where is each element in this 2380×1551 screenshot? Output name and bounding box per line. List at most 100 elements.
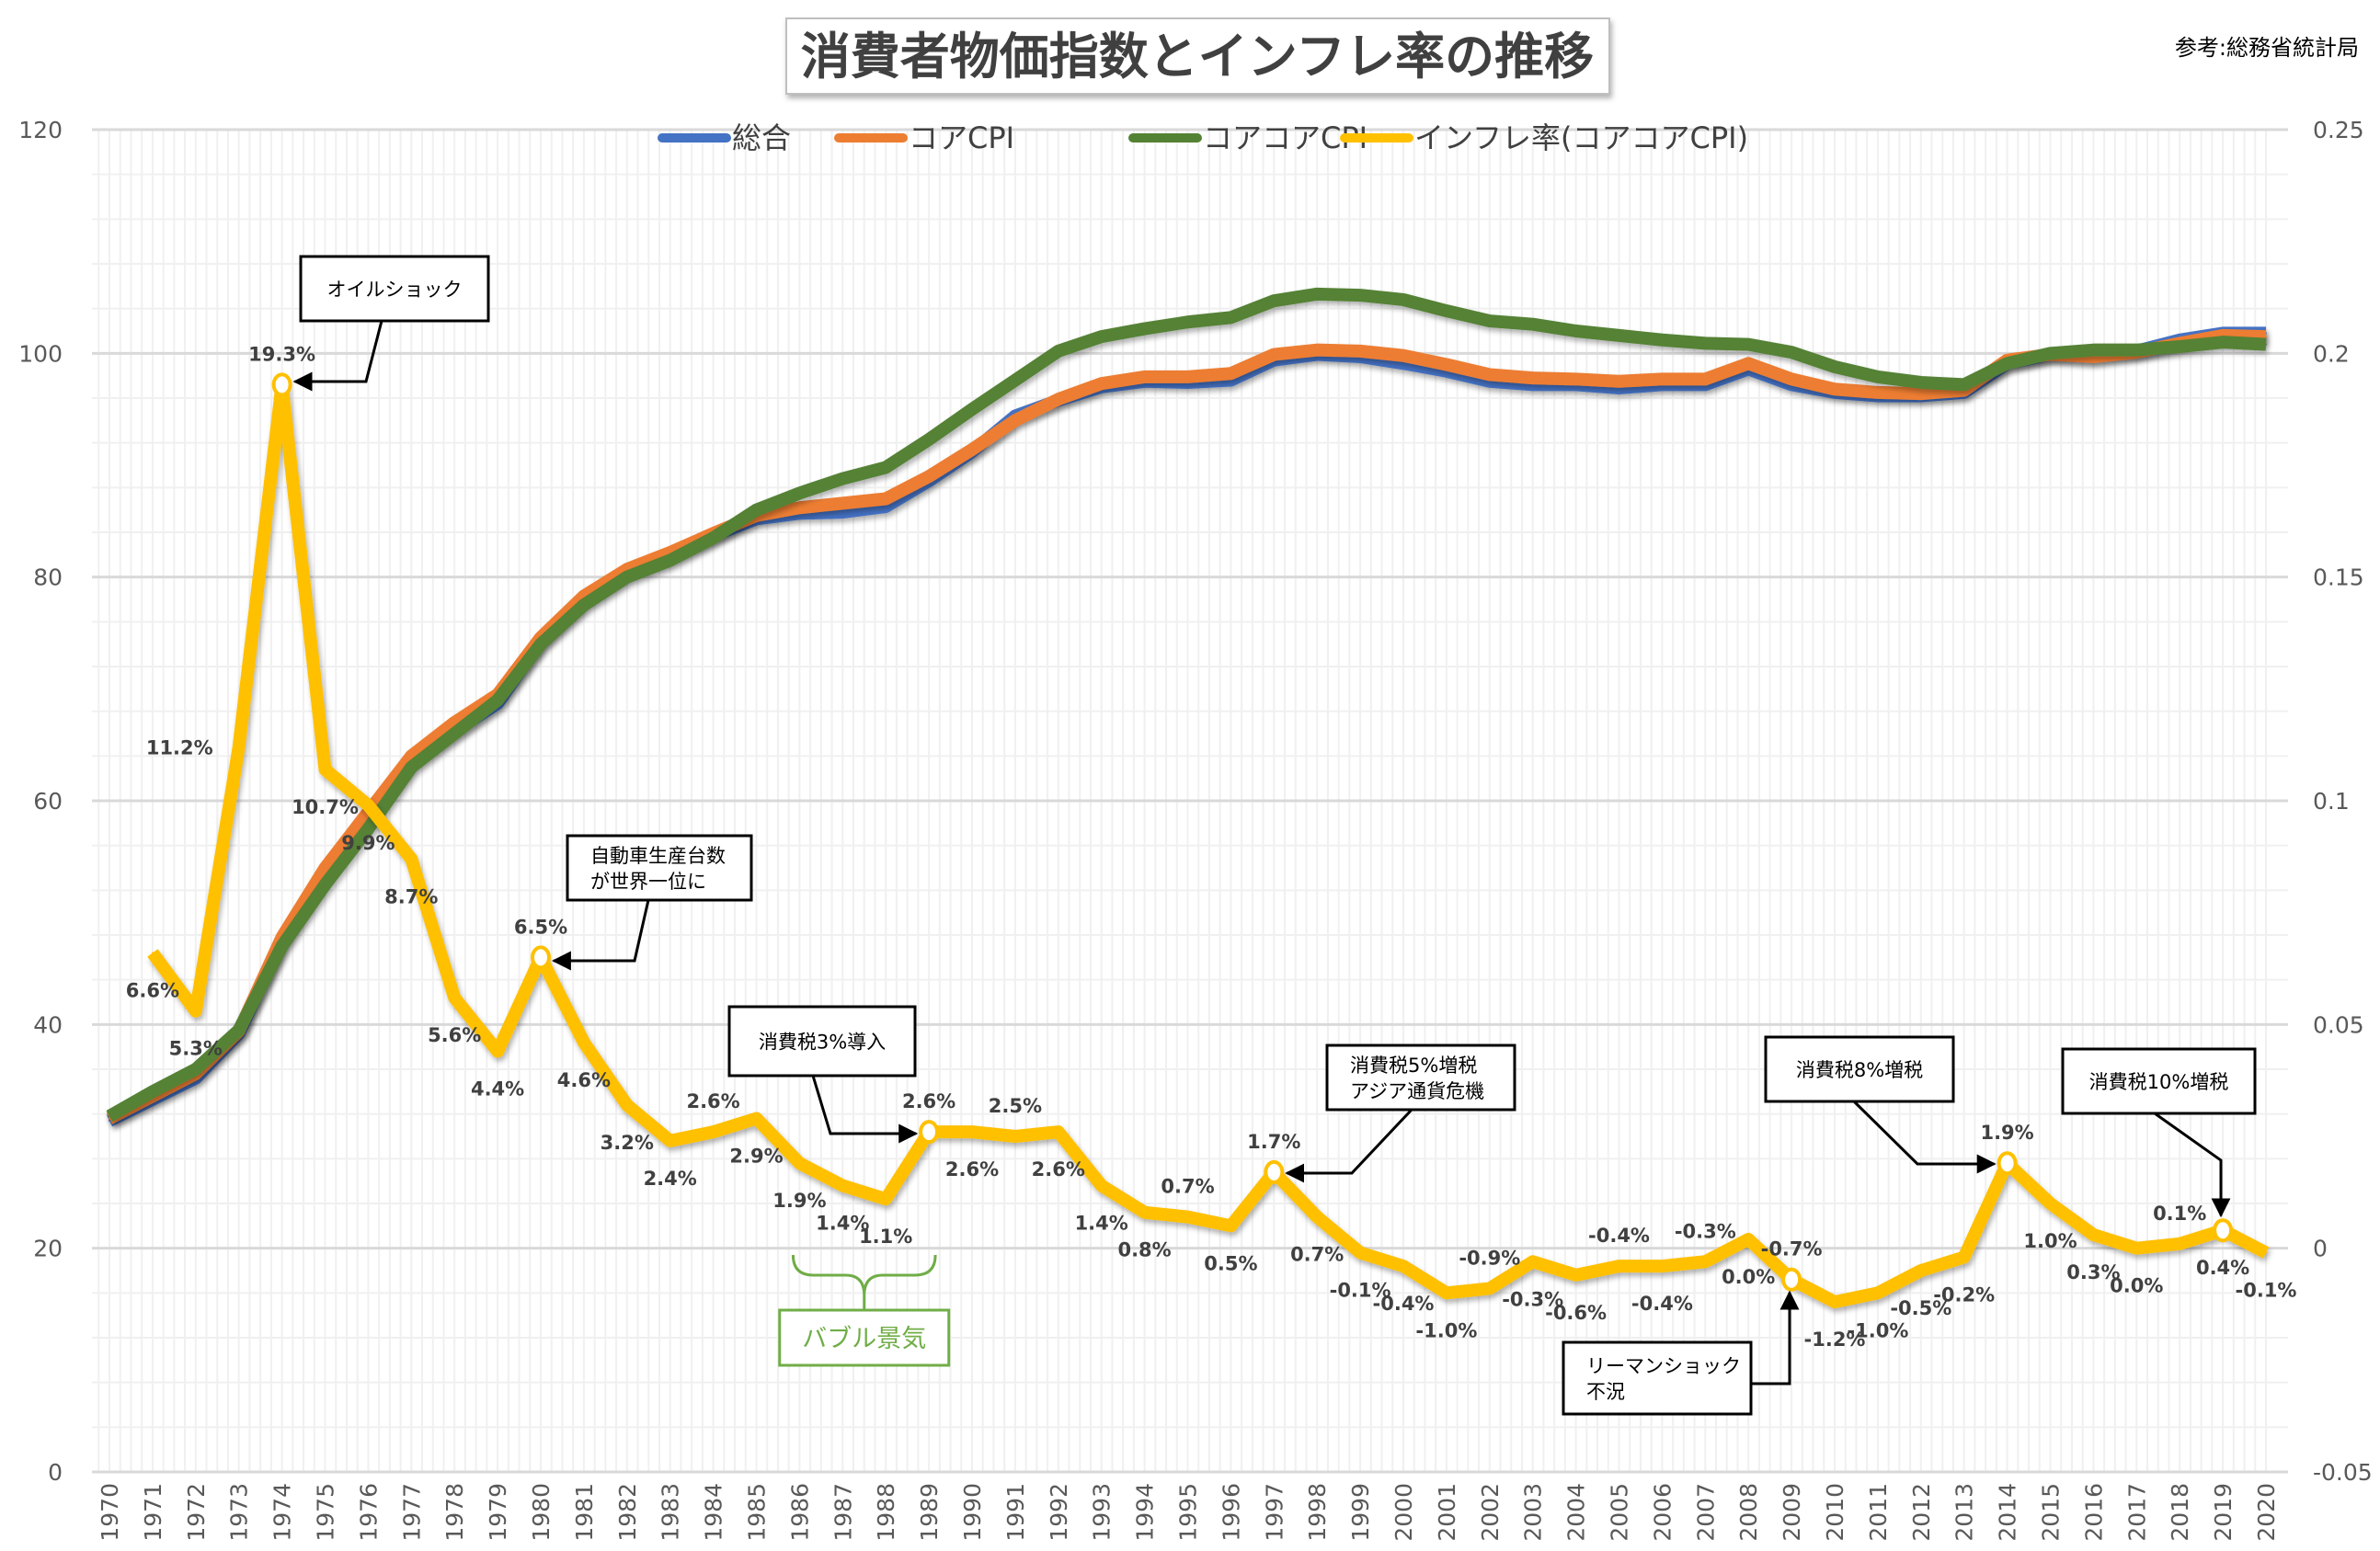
data-point xyxy=(1876,375,1879,378)
chart-title: 消費者物価指数とインフレ率の推移 xyxy=(801,28,1594,86)
x-axis-tick-label: 1991 xyxy=(1002,1483,1029,1542)
data-point xyxy=(1919,393,1922,395)
data-label: -0.1% xyxy=(1330,1280,1391,1302)
annotation-box xyxy=(1764,1035,1955,1103)
highlight-marker xyxy=(1997,1151,2018,1176)
x-axis-tick-label: 1992 xyxy=(1046,1483,1072,1542)
x-axis-tick-label: 1972 xyxy=(183,1483,210,1542)
data-point xyxy=(582,604,585,607)
data-point xyxy=(367,827,370,830)
data-point xyxy=(324,867,326,869)
data-point xyxy=(2049,1203,2052,1204)
annotation-text: 消費税5%増税 xyxy=(1350,1055,1477,1077)
data-label: 1.4% xyxy=(816,1213,869,1235)
series-lines xyxy=(106,287,2270,1309)
data-label: 0.0% xyxy=(2110,1275,2163,1297)
x-axis-tick-label: 2014 xyxy=(1995,1483,2021,1542)
data-point xyxy=(194,1068,197,1070)
data-point xyxy=(669,1139,671,1142)
data-point xyxy=(971,1131,973,1134)
data-label: -0.1% xyxy=(2236,1280,2297,1302)
left-axis-tick-label: 0 xyxy=(48,1459,63,1486)
data-label: 1.7% xyxy=(1247,1131,1300,1153)
data-label: -0.3% xyxy=(1502,1288,1563,1310)
data-point xyxy=(1230,1225,1232,1227)
data-label: 1.1% xyxy=(859,1226,912,1248)
data-label: -0.3% xyxy=(1675,1220,1736,1242)
data-label: -1.2% xyxy=(1804,1329,1866,1351)
right-axis-tick-label: 0.25 xyxy=(2313,117,2364,143)
data-point xyxy=(1057,398,1059,401)
data-point xyxy=(1704,342,1707,345)
data-point xyxy=(1488,1287,1491,1290)
data-label: -0.4% xyxy=(1373,1293,1435,1315)
data-point xyxy=(1962,383,1965,386)
data-label: 19.3% xyxy=(248,343,315,365)
data-point xyxy=(1574,1273,1577,1276)
annotation-box xyxy=(2061,1047,2257,1115)
x-axis-tick-label: 2012 xyxy=(1908,1483,1935,1542)
data-point xyxy=(410,755,413,758)
data-label: 0.7% xyxy=(1161,1176,1214,1198)
x-axis-tick-label: 1970 xyxy=(97,1483,123,1542)
x-axis-tick-label: 1975 xyxy=(313,1483,339,1542)
x-axis-tick-label: 2018 xyxy=(2167,1483,2193,1542)
right-axis-tick-label: 0.05 xyxy=(2313,1011,2364,1038)
right-axis-tick-label: 0.1 xyxy=(2313,788,2350,815)
x-axis-tick-label: 1997 xyxy=(1261,1483,1287,1542)
data-point xyxy=(841,511,844,514)
x-axis-tick-label: 2000 xyxy=(1390,1483,1417,1542)
data-point xyxy=(1962,1256,1965,1259)
annotation-text: オイルショック xyxy=(327,279,463,301)
data-point xyxy=(280,945,283,948)
data-label: 0.4% xyxy=(2196,1257,2249,1279)
data-point xyxy=(625,576,628,578)
axes: 0 20 40 60 80 100 120 -0.05 0 0.05 0.1 0.15 0.2 0.25 1… xyxy=(18,117,2372,1542)
x-axis-tick-label: 1971 xyxy=(140,1483,166,1542)
data-point xyxy=(109,1117,110,1120)
data-point xyxy=(2222,341,2225,344)
data-point xyxy=(928,439,931,441)
x-axis-tick-label: 2005 xyxy=(1607,1483,1633,1542)
data-label: 1.4% xyxy=(1075,1213,1128,1235)
data-point xyxy=(885,1198,887,1201)
x-axis-tick-label: 1983 xyxy=(658,1483,684,1542)
data-labels: 6.6% 5.3% 11.2% 19.3% 10.7% 9.9% 8.7% 5.6% 4.4% 6… xyxy=(126,343,2297,1351)
data-label: -0.9% xyxy=(1459,1247,1520,1269)
gridlines xyxy=(92,128,2288,1474)
data-point xyxy=(1402,354,1404,357)
data-point xyxy=(582,1041,585,1044)
annotation-box xyxy=(727,1005,917,1078)
data-label: 2.6% xyxy=(1032,1158,1085,1180)
data-point xyxy=(1618,1265,1620,1268)
legend-label: コアCPI xyxy=(909,120,1014,155)
data-point xyxy=(1704,378,1707,381)
x-axis-tick-label: 1980 xyxy=(528,1483,555,1542)
data-point xyxy=(755,508,758,511)
data-point xyxy=(1661,378,1664,381)
data-label: 6.6% xyxy=(126,979,179,1001)
data-point xyxy=(1618,380,1620,382)
data-point xyxy=(2049,352,2052,355)
data-point xyxy=(928,475,931,478)
title-box xyxy=(785,17,1610,95)
data-point xyxy=(1876,391,1879,393)
x-axis-tick-label: 1981 xyxy=(571,1483,598,1542)
data-point xyxy=(410,858,413,861)
data-label: -0.5% xyxy=(1890,1297,1951,1319)
x-axis-tick-label: 1982 xyxy=(614,1483,641,1542)
x-axis-tick-label: 1989 xyxy=(916,1483,943,1542)
data-label: -1.0% xyxy=(1415,1319,1477,1341)
data-point xyxy=(1661,338,1664,341)
legend: 総合 コアCPI コアコアCPI インフレ率(コアコアCPI) xyxy=(658,120,1748,155)
data-point xyxy=(1359,1251,1362,1254)
x-axis-tick-label: 2010 xyxy=(1822,1483,1848,1542)
data-point xyxy=(971,408,973,411)
annotation-box xyxy=(566,834,753,902)
x-axis-tick-label: 2007 xyxy=(1692,1483,1719,1542)
data-point xyxy=(885,506,887,508)
data-point xyxy=(1316,1215,1319,1218)
data-label: 11.2% xyxy=(146,737,213,759)
x-axis-tick-label: 1993 xyxy=(1089,1483,1116,1542)
